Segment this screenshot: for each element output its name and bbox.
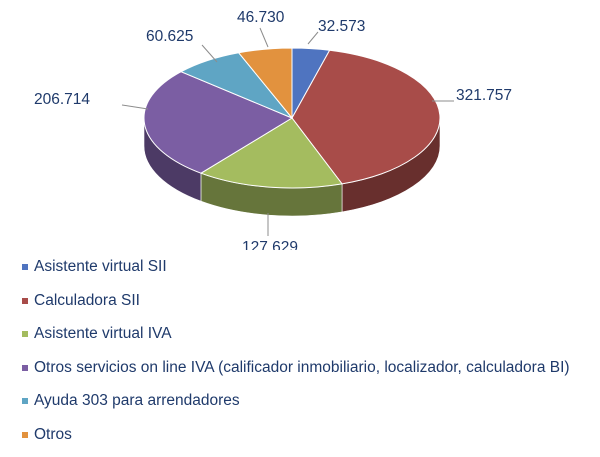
data-label: 206.714 [34,91,90,108]
legend-swatch [22,331,28,337]
pie-slice [199,117,343,189]
legend-label: Otros [34,425,72,443]
legend-item: Asistente virtual IVA [22,323,570,345]
legend: Asistente virtual SII Calculadora SII As… [22,256,570,457]
legend-swatch [22,398,28,404]
legend-item: Ayuda 303 para arrendadores [22,390,570,412]
legend-item: Asistente virtual SII [22,256,570,278]
data-label: 32.573 [318,18,365,35]
legend-swatch [22,431,28,438]
legend-label: Calculadora SII [34,291,140,309]
leader-line [307,31,319,45]
pie-slice [291,49,441,185]
pie-slice [237,47,293,120]
legend-label: Asistente virtual SII [34,258,167,275]
data-label: 321.757 [456,87,512,104]
legend-label: Ayuda 303 para arrendadores [34,392,240,409]
legend-label: Asistente virtual IVA [34,325,172,342]
legend-item: Calculadora SII [22,290,570,312]
legend-label: Otros servicios on line IVA (calificador… [34,358,570,376]
legend-item: Otros servicios on line IVA (calificador… [22,357,570,379]
pie-slice [143,71,294,174]
leader-line [201,44,218,63]
data-label: 46.730 [237,9,285,26]
legend-item: Otros [22,424,570,446]
leader-line [259,27,269,48]
data-label: 127.629 [242,239,298,250]
leader-line [121,104,149,110]
pie-chart-plot: 32.573 321.757 127.629 206.714 60.625 46.730 [34,9,512,250]
data-label: 60.625 [146,28,193,45]
legend-swatch [22,264,28,270]
legend-swatch [22,297,28,304]
legend-swatch [22,364,28,371]
